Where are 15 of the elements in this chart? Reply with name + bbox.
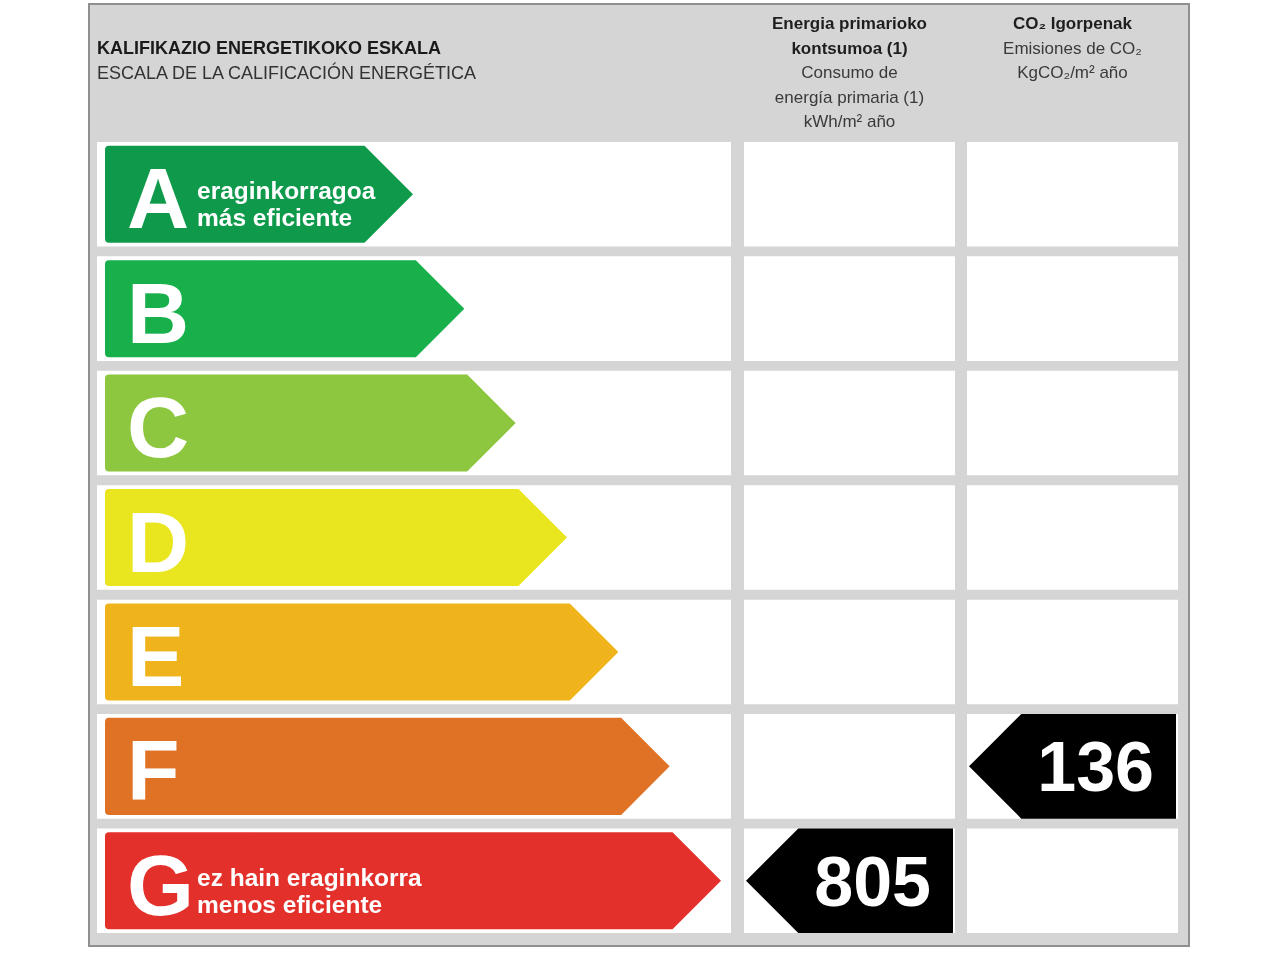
category-label: A	[127, 150, 190, 247]
category-label: E	[127, 607, 185, 704]
text: ez hain eraginkorra menos eficiente	[197, 863, 422, 918]
category-label: F	[127, 722, 180, 819]
text: ESCALA DE LA CALIFICACIÓN ENERGÉTICA	[97, 62, 477, 84]
category-label: C	[127, 379, 190, 476]
category-label: D	[127, 493, 190, 590]
data-label: 805	[814, 842, 931, 921]
category-label: G	[127, 836, 194, 933]
text: eraginkorragoa más eficiente	[197, 176, 376, 231]
text: CO₂ Igorpenak Emisiones de CO₂ KgCO₂/m² año	[1002, 13, 1143, 84]
data-label: 136	[1037, 728, 1154, 807]
text: KALIFIKAZIO ENERGETIKOKO ESKALA	[97, 37, 442, 59]
text: Energia primarioko kontsumoa (1) Consumo de energía primaria (1) kWh/m² año	[771, 13, 928, 133]
category-label: B	[127, 264, 190, 361]
